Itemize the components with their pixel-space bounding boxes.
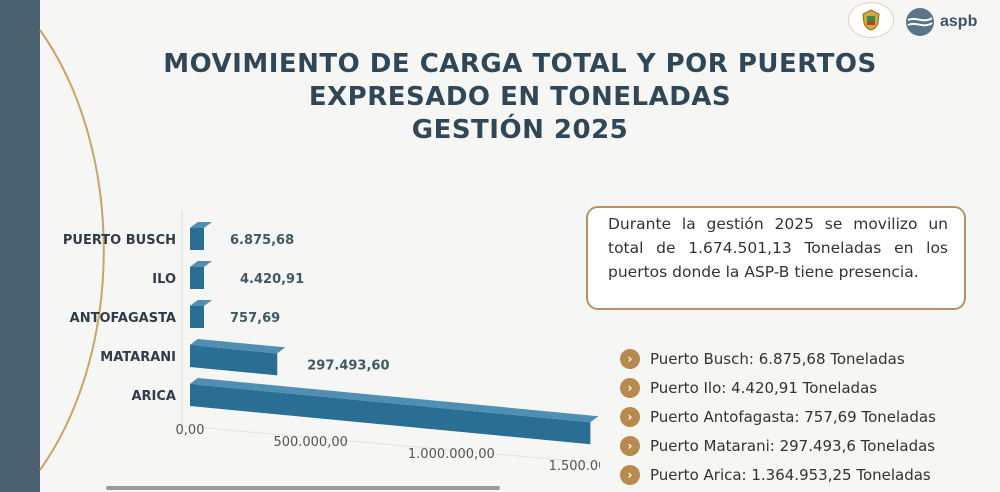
list-item: › Puerto Ilo: 4.420,91 Toneladas xyxy=(620,373,1000,402)
slide: MOVIMIENTO DE CARGA TOTAL Y POR PUERTOS … xyxy=(40,0,1000,492)
aspb-logo-text: aspb xyxy=(940,13,978,30)
category-label: ANTOFAGASTA xyxy=(70,311,176,326)
list-item-text: Puerto Antofagasta: 757,69 Toneladas xyxy=(650,407,936,426)
bar-chart: PUERTO BUSCH 6.875,68 ILO 4.420,91 ANTOFAGAS… xyxy=(63,210,600,474)
globe-icon xyxy=(906,8,934,36)
data-label: 297.493,60 xyxy=(307,358,389,373)
chevron-right-icon: › xyxy=(620,377,640,398)
bar xyxy=(190,384,591,445)
data-label: 6.875,68 xyxy=(230,233,294,248)
bar xyxy=(190,345,278,376)
chevron-right-icon: › xyxy=(620,435,640,456)
list-item: › Puerto Antofagasta: 757,69 Toneladas xyxy=(620,402,1000,431)
left-decoration-curve xyxy=(39,29,105,471)
list-item-text: Puerto Busch: 6.875,68 Toneladas xyxy=(650,349,905,368)
category-label: MATARANI xyxy=(100,350,176,365)
data-label: 4.420,91 xyxy=(240,272,304,287)
category-label: ARICA xyxy=(131,389,176,404)
aspb-logo: aspb xyxy=(904,6,977,38)
list-item-text: Puerto Arica: 1.364.953,25 Toneladas xyxy=(650,465,931,484)
summary-box: Durante la gestión 2025 se movilizo un t… xyxy=(586,206,966,310)
title-line-1: MOVIMIENTO DE CARGA TOTAL Y POR PUERTOS xyxy=(163,49,877,79)
summary-text: Durante la gestión 2025 se movilizo un t… xyxy=(608,215,948,281)
floor-line xyxy=(181,425,600,464)
horizontal-scrollbar[interactable] xyxy=(106,486,500,490)
data-label: 757,69 xyxy=(230,311,280,326)
x-tick-label: 1.000.000,00 xyxy=(408,447,495,462)
list-item: › Puerto Arica: 1.364.953,25 Toneladas xyxy=(620,460,1000,489)
category-label: ILO xyxy=(152,272,176,287)
bar xyxy=(190,306,204,328)
chevron-right-icon: › xyxy=(620,464,640,485)
slide-title: MOVIMIENTO DE CARGA TOTAL Y POR PUERTOS … xyxy=(40,48,1000,147)
bar-top xyxy=(190,261,212,267)
x-tick-label: 1.500.000,00 xyxy=(549,459,600,474)
list-item: › Puerto Matarani: 297.493,6 Toneladas xyxy=(620,431,1000,460)
x-tick-label: 0,00 xyxy=(176,423,205,438)
bar-top xyxy=(190,300,212,306)
bar-top xyxy=(190,339,286,354)
port-list: › Puerto Busch: 6.875,68 Toneladas › Pue… xyxy=(620,344,1000,489)
left-decoration-band xyxy=(0,0,40,492)
bar xyxy=(190,228,204,250)
bar-top xyxy=(190,378,599,423)
bar xyxy=(190,267,204,289)
chevron-right-icon: › xyxy=(620,406,640,427)
bar-top xyxy=(190,222,212,228)
title-line-2: EXPRESADO EN TONELADAS xyxy=(308,82,732,112)
bolivia-coat-of-arms-icon xyxy=(848,2,894,38)
category-label: PUERTO BUSCH xyxy=(63,233,176,248)
chevron-right-icon: › xyxy=(620,348,640,369)
list-item: › Puerto Busch: 6.875,68 Toneladas xyxy=(620,344,1000,373)
list-item-text: Puerto Matarani: 297.493,6 Toneladas xyxy=(650,436,936,455)
x-tick-label: 500.000,00 xyxy=(273,435,347,450)
title-line-3: GESTIÓN 2025 xyxy=(411,115,629,145)
list-item-text: Puerto Ilo: 4.420,91 Toneladas xyxy=(650,378,878,397)
